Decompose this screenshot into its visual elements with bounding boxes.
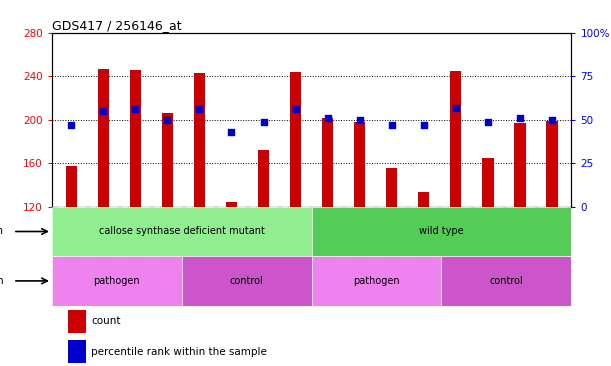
Bar bbox=[313, 207, 342, 274]
Point bbox=[323, 115, 332, 121]
Text: GSM6575: GSM6575 bbox=[382, 210, 392, 250]
Text: GSM6582: GSM6582 bbox=[222, 210, 232, 250]
Text: GSM6584: GSM6584 bbox=[287, 210, 296, 250]
Text: count: count bbox=[91, 316, 120, 326]
Text: strain: strain bbox=[0, 227, 3, 236]
Bar bbox=[258, 150, 269, 207]
Bar bbox=[194, 73, 205, 207]
Point bbox=[98, 108, 108, 114]
Bar bbox=[538, 207, 566, 274]
Bar bbox=[505, 207, 535, 274]
Text: GSM6581: GSM6581 bbox=[191, 210, 199, 250]
Text: pathogen: pathogen bbox=[353, 276, 400, 286]
Text: control: control bbox=[489, 276, 523, 286]
Bar bbox=[89, 207, 118, 274]
Bar bbox=[153, 207, 182, 274]
Bar bbox=[217, 207, 246, 274]
Bar bbox=[474, 207, 502, 274]
Point bbox=[387, 122, 397, 128]
Bar bbox=[65, 165, 77, 207]
Text: GSM6227: GSM6227 bbox=[447, 210, 456, 250]
Bar bbox=[345, 207, 374, 274]
Point bbox=[194, 107, 204, 112]
Text: GSM6583: GSM6583 bbox=[255, 210, 263, 251]
Text: GSM6576: GSM6576 bbox=[415, 210, 424, 251]
Bar bbox=[482, 158, 494, 207]
Point bbox=[291, 107, 301, 112]
Point bbox=[258, 119, 268, 124]
Bar bbox=[514, 123, 525, 207]
Bar bbox=[68, 310, 86, 333]
Bar bbox=[378, 207, 406, 274]
Text: GSM6577: GSM6577 bbox=[62, 210, 71, 251]
Text: GSM6574: GSM6574 bbox=[351, 210, 360, 250]
Bar bbox=[52, 256, 182, 306]
Point bbox=[163, 117, 172, 123]
Text: GSM6573: GSM6573 bbox=[319, 210, 327, 251]
Bar bbox=[226, 202, 237, 207]
Point bbox=[355, 117, 365, 123]
Bar bbox=[418, 191, 430, 207]
Point bbox=[451, 105, 461, 111]
Bar bbox=[312, 207, 571, 256]
Text: GSM6579: GSM6579 bbox=[126, 210, 135, 250]
Bar bbox=[354, 122, 365, 207]
Bar bbox=[450, 71, 461, 207]
Text: pathogen: pathogen bbox=[93, 276, 140, 286]
Bar bbox=[57, 207, 86, 274]
Bar bbox=[290, 72, 301, 207]
Bar bbox=[52, 207, 312, 256]
Text: control: control bbox=[230, 276, 263, 286]
Bar bbox=[98, 69, 109, 207]
Bar bbox=[409, 207, 438, 274]
Point bbox=[483, 119, 493, 124]
Text: percentile rank within the sample: percentile rank within the sample bbox=[91, 347, 267, 356]
Text: wild type: wild type bbox=[419, 227, 464, 236]
Point bbox=[66, 122, 76, 128]
Bar bbox=[130, 70, 141, 207]
Bar bbox=[322, 118, 333, 207]
Text: GSM6571: GSM6571 bbox=[511, 210, 520, 250]
Bar bbox=[249, 207, 278, 274]
Bar bbox=[442, 207, 470, 274]
Bar bbox=[546, 121, 558, 207]
Bar bbox=[185, 207, 214, 274]
Text: GSM6572: GSM6572 bbox=[543, 210, 552, 250]
Point bbox=[419, 122, 429, 128]
Bar bbox=[281, 207, 310, 274]
Bar bbox=[386, 168, 397, 207]
Text: infection: infection bbox=[0, 276, 3, 286]
Bar bbox=[182, 256, 312, 306]
Bar bbox=[68, 340, 86, 363]
Text: GSM6578: GSM6578 bbox=[94, 210, 103, 251]
Text: GSM6580: GSM6580 bbox=[158, 210, 167, 250]
Bar bbox=[312, 256, 442, 306]
Bar bbox=[442, 256, 571, 306]
Text: GDS417 / 256146_at: GDS417 / 256146_at bbox=[52, 19, 181, 32]
Point bbox=[515, 115, 525, 121]
Point bbox=[227, 129, 236, 135]
Text: callose synthase deficient mutant: callose synthase deficient mutant bbox=[99, 227, 265, 236]
Point bbox=[547, 117, 557, 123]
Bar bbox=[162, 113, 173, 207]
Text: GSM6544: GSM6544 bbox=[479, 210, 488, 250]
Point bbox=[130, 107, 140, 112]
Bar bbox=[121, 207, 150, 274]
